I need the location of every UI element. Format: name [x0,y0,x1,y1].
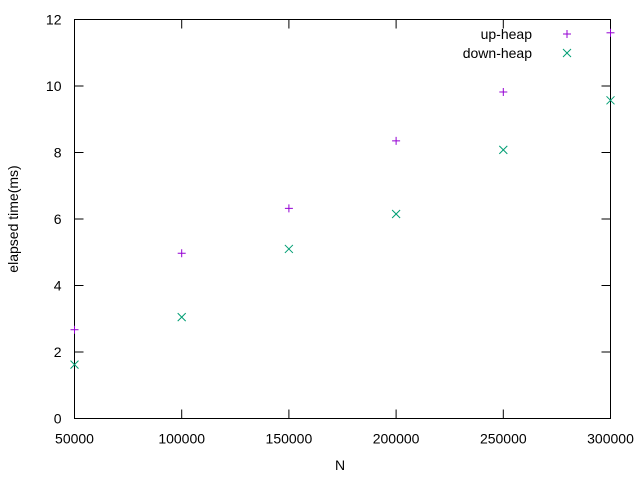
legend-label: up-heap [481,26,533,42]
x-tick-label: 200000 [373,431,420,447]
up-heap-point [392,136,401,145]
x-tick-label: 150000 [266,431,313,447]
x-axis-ticks: 50000 100000 150000 200000 250000 300000 [55,19,634,447]
legend-label: down-heap [463,45,532,61]
up-heap-point [499,87,508,96]
y-axis-label: elapsed time(ms) [5,165,21,272]
x-tick-label: 300000 [587,431,634,447]
y-tick-label: 6 [54,211,62,227]
y-tick-label: 2 [54,344,62,360]
up-heap-point [284,204,293,213]
x-tick-label: 100000 [158,431,205,447]
up-heap-point [70,325,79,334]
x-tick-label: 250000 [480,431,527,447]
down-heap-point [177,312,187,322]
y-tick-label: 12 [46,12,62,28]
down-heap-point [606,95,615,105]
y-axis-ticks: 0 2 4 6 8 10 12 [46,12,611,427]
down-heap-point [391,209,401,219]
y-tick-label: 8 [54,145,62,161]
down-heap-point [284,244,294,254]
up-heap-point [606,28,615,37]
legend-marker [563,30,571,38]
legend: up-heap down-heap [463,26,572,61]
x-tick-label: 50000 [55,431,94,447]
y-tick-label: 10 [46,78,62,94]
down-heap-point [498,145,508,155]
plot-frame [74,19,611,419]
up-heap-point [177,249,186,258]
data-points [70,28,615,369]
y-tick-label: 0 [54,411,62,427]
x-axis-label: N [335,457,345,473]
down-heap-point [70,360,79,369]
legend-marker [562,48,572,58]
y-tick-label: 4 [54,278,62,294]
